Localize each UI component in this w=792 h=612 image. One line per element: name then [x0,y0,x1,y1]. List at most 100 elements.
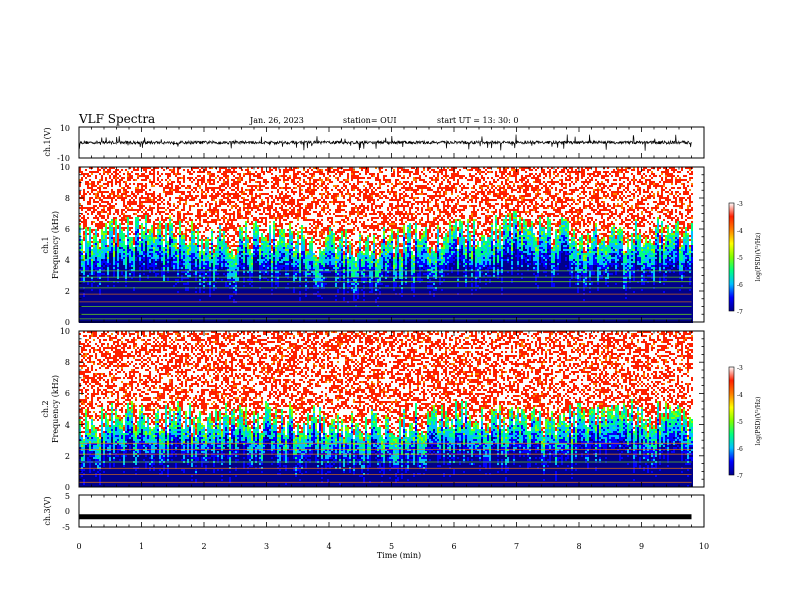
spectrogram-cell [87,289,89,291]
spectrogram-cell [105,185,107,187]
spectrogram-cell [105,259,107,261]
spectrogram-cell [119,207,121,209]
spectrogram-cell [125,245,127,247]
spectrogram-cell [97,265,99,267]
spectrogram-cell [111,203,113,205]
spectrogram-cell [135,267,137,269]
spectrogram-cell [119,303,121,305]
spectrogram-cell [125,295,127,297]
spectrogram-cell [109,215,111,217]
spectrogram-cell [141,239,143,241]
spectrogram-cell [113,237,115,239]
spectrogram-cell [115,297,117,299]
spectrogram-cell [89,171,91,173]
spectrogram-cell [113,213,115,215]
spectrogram-cell [133,259,135,261]
spectrogram-cell [105,231,107,233]
spectrogram-cell [107,217,109,219]
spectrogram-cell [125,191,127,193]
spectrogram-cell [143,295,145,297]
spectrogram-cell [111,311,113,313]
spectrogram-cell [127,233,129,235]
spectrogram-cell [137,261,139,263]
spectrogram-cell [137,189,139,191]
spectrogram-cell [99,225,101,227]
spectrogram-cell [143,185,145,187]
spectrogram-cell [89,211,91,213]
spectrogram-cell [83,201,85,203]
spectrogram-cell [101,297,103,299]
spectrogram-cell [105,169,107,171]
spectrogram-cell [93,267,95,269]
spectrogram-cell [113,245,115,247]
spectrogram-cell [93,189,95,191]
spectrogram-cell [91,195,93,197]
spectrogram-cell [85,225,87,227]
spectrogram-cell [125,201,127,203]
spectrogram-cell [101,179,103,181]
spectrogram-cell [95,309,97,311]
spectrogram-cell [121,195,123,197]
spectrogram-cell [105,217,107,219]
spectrogram-cell [137,215,139,217]
spectrogram-cell [127,207,129,209]
spectrogram-cell [131,235,133,237]
spectrogram-cell [87,227,89,229]
spectrogram-cell [109,235,111,237]
spectrogram-cell [117,273,119,275]
spectrogram-cell [95,207,97,209]
spectrogram-cell [127,297,129,299]
spectrogram-cell [145,299,147,301]
spectrogram-cell [117,173,119,175]
spectrogram-cell [93,209,95,211]
spectrogram-cell [83,267,85,269]
spectrogram-cell [115,253,117,255]
spectrogram-cell [91,291,93,293]
spectrogram-cell [125,217,127,219]
spectrogram-cell [109,261,111,263]
spectrogram-cell [139,233,141,235]
spectrogram-cell [89,221,91,223]
spectrogram-cell [105,283,107,285]
spectrogram-cell [83,303,85,305]
spectrogram-cell [123,263,125,265]
spectrogram-cell [121,185,123,187]
spectrogram-cell [107,185,109,187]
spectrogram-cell [145,267,147,269]
spectrogram-cell [101,209,103,211]
spectrogram-cell [147,193,149,195]
spectrogram-cell [143,251,145,253]
spectrogram-cell [141,249,143,251]
spectrogram-cell [145,241,147,243]
spectrogram-cell [107,171,109,173]
spectrogram-cell [109,233,111,235]
spectrogram-cell [117,191,119,193]
spectrogram-cell [139,261,141,263]
spectrogram-cell [107,203,109,205]
spectrogram-cell [95,169,97,171]
spectrogram-cell [141,303,143,305]
spectrogram-cell [121,231,123,233]
spectrogram-cell [119,263,121,265]
spectrogram-cell [111,201,113,203]
spectrogram-cell [89,263,91,265]
spectrogram-cell [129,171,131,173]
spectrogram-cell [89,239,91,241]
spectrogram-cell [135,247,137,249]
spectrogram-cell [125,177,127,179]
spectrogram-cell [121,311,123,313]
spectrogram-cell [113,217,115,219]
spectrogram-cell [97,221,99,223]
spectrogram-cell [107,195,109,197]
spectrogram-cell [121,239,123,241]
spectrogram-cell [105,243,107,245]
spectrogram-cell [97,253,99,255]
spectrogram-cell [89,169,91,171]
spectrogram-cell [139,223,141,225]
spectrogram-cell [129,261,131,263]
spectrogram-cell [141,241,143,243]
spectrogram-cell [123,173,125,175]
spectrogram-cell [143,209,145,211]
spectrogram-cell [97,223,99,225]
spectrogram-cell [115,199,117,201]
